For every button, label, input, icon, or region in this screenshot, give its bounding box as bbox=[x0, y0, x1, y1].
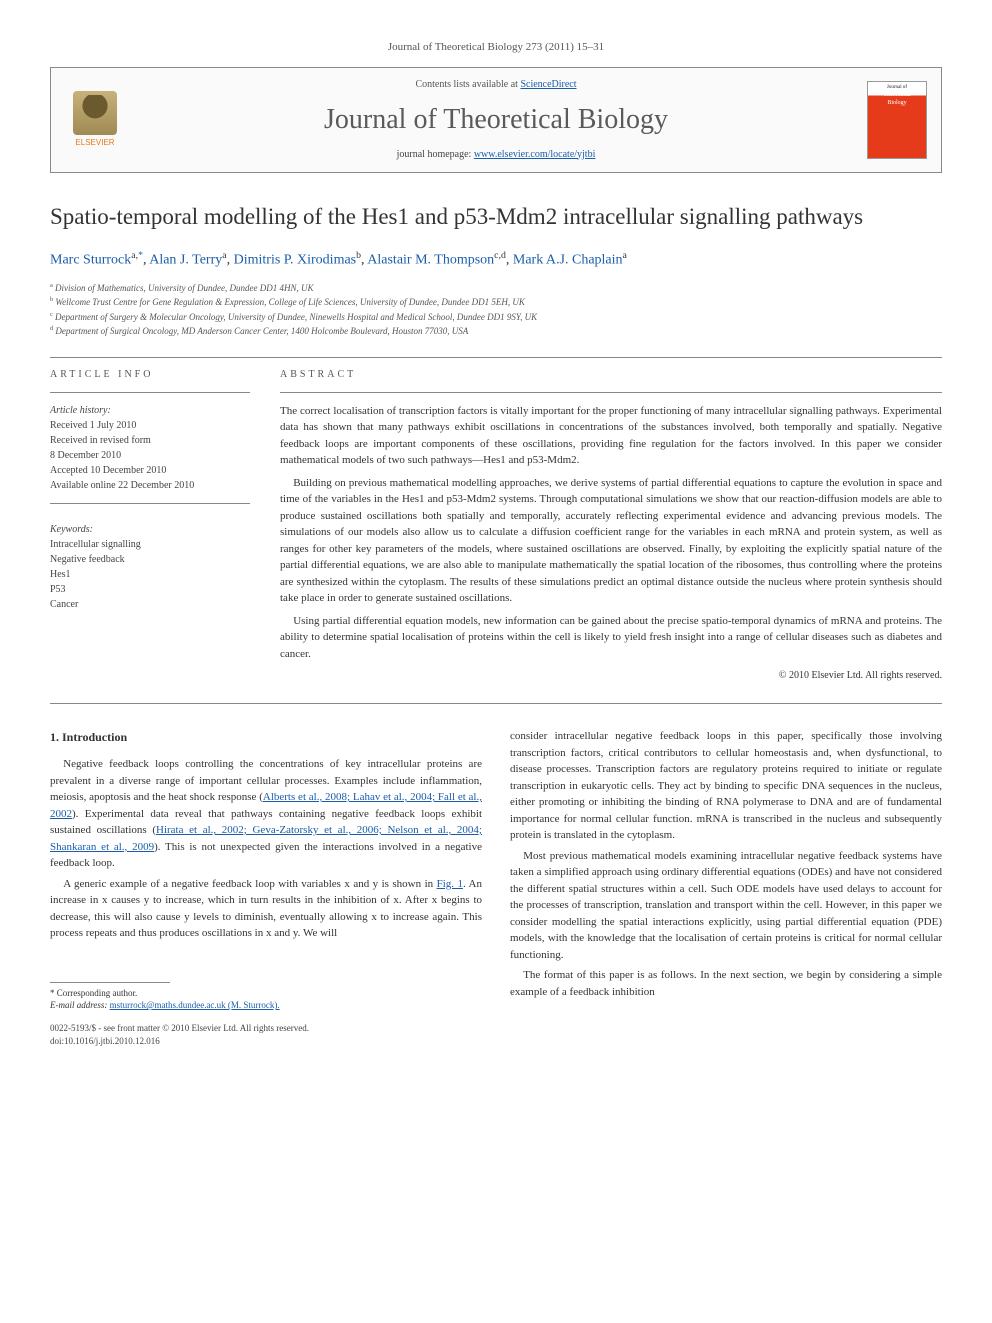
footnote-divider bbox=[50, 982, 170, 983]
history-accepted: Accepted 10 December 2010 bbox=[50, 463, 250, 478]
homepage-prefix: journal homepage: bbox=[397, 149, 474, 160]
doi-line: doi:10.1016/j.jtbi.2010.12.016 bbox=[50, 1035, 482, 1049]
affiliation-b: b Wellcome Trust Centre for Gene Regulat… bbox=[50, 295, 942, 310]
email-line: E-mail address: msturrock@maths.dundee.a… bbox=[50, 999, 482, 1012]
divider-info-2 bbox=[50, 503, 250, 504]
elsevier-tree-icon bbox=[73, 91, 117, 135]
cover-text-mid: Theoretical bbox=[883, 91, 910, 99]
author-5-aff: a bbox=[623, 250, 627, 261]
keyword-2: Negative feedback bbox=[50, 552, 250, 567]
author-4-aff: c,d bbox=[494, 250, 506, 261]
abstract-label: ABSTRACT bbox=[280, 368, 942, 382]
journal-reference: Journal of Theoretical Biology 273 (2011… bbox=[50, 40, 942, 55]
journal-name: Journal of Theoretical Biology bbox=[139, 100, 853, 139]
author-2[interactable]: Alan J. Terry bbox=[149, 253, 222, 268]
journal-cover-thumbnail: Journal of Theoretical Biology bbox=[867, 81, 927, 159]
affiliation-d-text: Department of Surgical Oncology, MD Ande… bbox=[55, 326, 468, 336]
body-left-p1: Negative feedback loops controlling the … bbox=[50, 756, 482, 872]
author-3[interactable]: Dimitris P. Xirodimas bbox=[234, 253, 357, 268]
corresponding-email-link[interactable]: msturrock@maths.dundee.ac.uk (M. Sturroc… bbox=[110, 1000, 280, 1010]
body-column-right: consider intracellular negative feedback… bbox=[510, 728, 942, 1049]
affiliations-block: a Division of Mathematics, University of… bbox=[50, 281, 942, 339]
author-1-corresponding[interactable]: * bbox=[138, 250, 143, 261]
article-history: Article history: Received 1 July 2010 Re… bbox=[50, 403, 250, 493]
cover-text-top: Journal of bbox=[887, 84, 907, 91]
author-2-aff: a bbox=[222, 250, 226, 261]
contents-prefix: Contents lists available at bbox=[415, 79, 520, 90]
divider-abstract bbox=[280, 392, 942, 393]
affiliation-a-text: Division of Mathematics, University of D… bbox=[55, 283, 313, 293]
figure-1-link[interactable]: Fig. 1 bbox=[437, 878, 463, 890]
body-two-column: 1. Introduction Negative feedback loops … bbox=[50, 728, 942, 1049]
header-center: Contents lists available at ScienceDirec… bbox=[139, 78, 853, 161]
article-info-label: ARTICLE INFO bbox=[50, 368, 250, 382]
affiliation-d: d Department of Surgical Oncology, MD An… bbox=[50, 324, 942, 339]
copyright-front-matter: 0022-5193/$ - see front matter © 2010 El… bbox=[50, 1022, 482, 1036]
affiliation-c: c Department of Surgery & Molecular Onco… bbox=[50, 310, 942, 325]
keyword-3: Hes1 bbox=[50, 567, 250, 582]
history-label: Article history: bbox=[50, 403, 250, 418]
author-1[interactable]: Marc Sturrock bbox=[50, 253, 131, 268]
abstract-p2: Building on previous mathematical modell… bbox=[280, 475, 942, 607]
keyword-1: Intracellular signalling bbox=[50, 537, 250, 552]
body-left-p2: A generic example of a negative feedback… bbox=[50, 876, 482, 942]
affiliation-c-text: Department of Surgery & Molecular Oncolo… bbox=[55, 312, 537, 322]
divider-bottom bbox=[50, 703, 942, 704]
keyword-4: P53 bbox=[50, 582, 250, 597]
info-abstract-row: ARTICLE INFO Article history: Received 1… bbox=[50, 368, 942, 684]
article-info-column: ARTICLE INFO Article history: Received 1… bbox=[50, 368, 250, 684]
cover-text-bot: Biology bbox=[887, 99, 906, 107]
section-1-heading: 1. Introduction bbox=[50, 728, 482, 746]
abstract-p1: The correct localisation of transcriptio… bbox=[280, 403, 942, 469]
abstract-p3: Using partial differential equation mode… bbox=[280, 613, 942, 663]
journal-homepage-link[interactable]: www.elsevier.com/locate/yjtbi bbox=[474, 149, 596, 160]
affiliation-a: a Division of Mathematics, University of… bbox=[50, 281, 942, 296]
journal-header: ELSEVIER Contents lists available at Sci… bbox=[50, 67, 942, 172]
publisher-logo-text: ELSEVIER bbox=[75, 137, 114, 148]
authors-line: Marc Sturrocka,*, Alan J. Terrya, Dimitr… bbox=[50, 249, 942, 270]
email-label: E-mail address: bbox=[50, 1000, 107, 1010]
history-received: Received 1 July 2010 bbox=[50, 418, 250, 433]
body-right-p2: Most previous mathematical models examin… bbox=[510, 848, 942, 964]
keyword-5: Cancer bbox=[50, 597, 250, 612]
history-online: Available online 22 December 2010 bbox=[50, 478, 250, 493]
contents-available-line: Contents lists available at ScienceDirec… bbox=[139, 78, 853, 92]
author-3-aff: b bbox=[356, 250, 361, 261]
article-title: Spatio-temporal modelling of the Hes1 an… bbox=[50, 203, 942, 232]
body-column-left: 1. Introduction Negative feedback loops … bbox=[50, 728, 482, 1049]
history-revised-1: Received in revised form bbox=[50, 433, 250, 448]
author-4[interactable]: Alastair M. Thompson bbox=[367, 253, 494, 268]
doi-block: 0022-5193/$ - see front matter © 2010 El… bbox=[50, 1022, 482, 1049]
history-revised-2: 8 December 2010 bbox=[50, 448, 250, 463]
keywords-block: Keywords: Intracellular signalling Negat… bbox=[50, 522, 250, 612]
corresponding-author-note: * Corresponding author. bbox=[50, 987, 482, 1000]
divider-top bbox=[50, 357, 942, 358]
journal-homepage-line: journal homepage: www.elsevier.com/locat… bbox=[139, 148, 853, 162]
affiliation-b-text: Wellcome Trust Centre for Gene Regulatio… bbox=[55, 297, 524, 307]
divider-info-1 bbox=[50, 392, 250, 393]
abstract-copyright: © 2010 Elsevier Ltd. All rights reserved… bbox=[280, 668, 942, 683]
abstract-text: The correct localisation of transcriptio… bbox=[280, 403, 942, 684]
publisher-logo: ELSEVIER bbox=[65, 90, 125, 150]
keywords-label: Keywords: bbox=[50, 522, 250, 537]
sciencedirect-link[interactable]: ScienceDirect bbox=[520, 79, 576, 90]
body-right-p1: consider intracellular negative feedback… bbox=[510, 728, 942, 844]
footnotes: * Corresponding author. E-mail address: … bbox=[50, 987, 482, 1012]
author-5[interactable]: Mark A.J. Chaplain bbox=[513, 253, 623, 268]
body-right-p3: The format of this paper is as follows. … bbox=[510, 967, 942, 1000]
body-l2a: A generic example of a negative feedback… bbox=[63, 878, 436, 890]
abstract-column: ABSTRACT The correct localisation of tra… bbox=[280, 368, 942, 684]
